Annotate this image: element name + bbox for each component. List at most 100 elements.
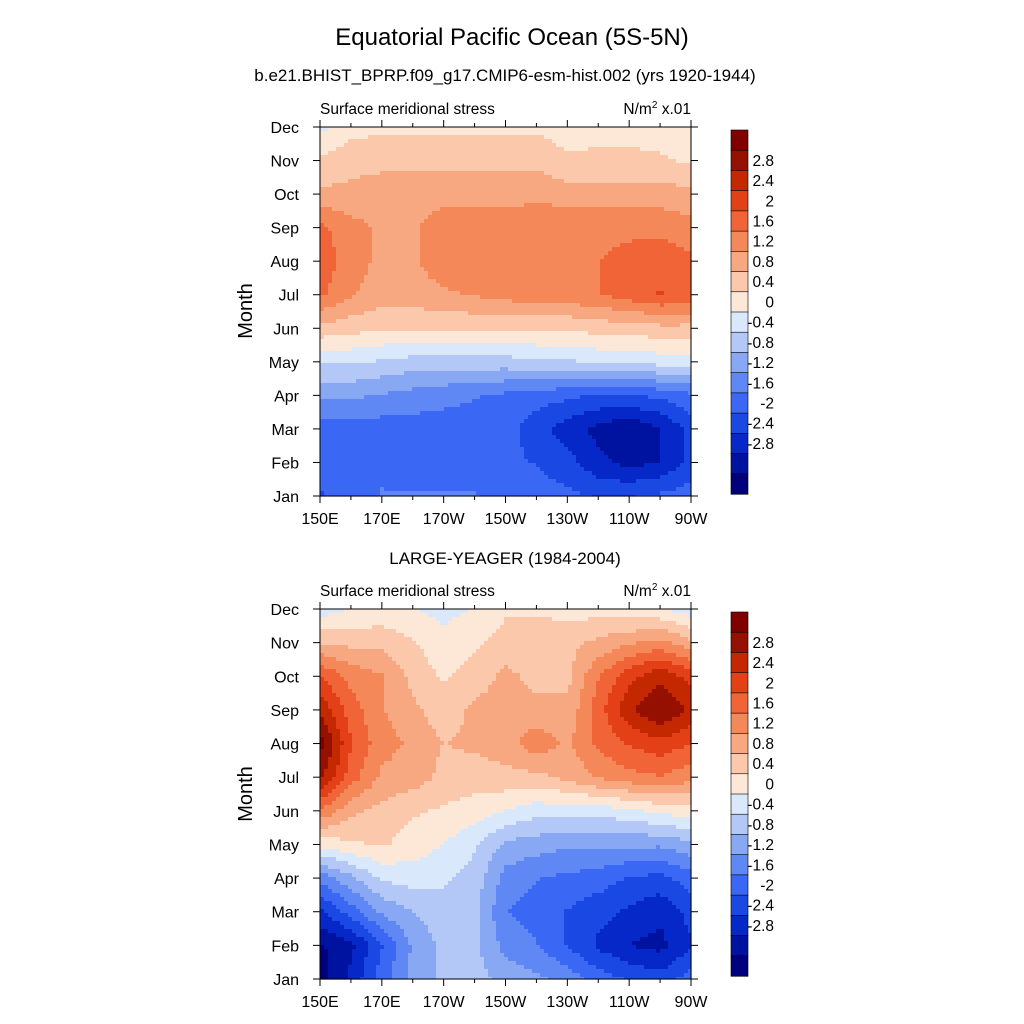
contour-cell	[476, 155, 481, 160]
contour-cell	[508, 339, 513, 344]
contour-cell	[472, 319, 477, 324]
contour-cell	[468, 311, 473, 316]
contour-cell	[352, 223, 357, 228]
contour-cell	[468, 239, 473, 244]
contour-cell	[524, 199, 529, 204]
contour-cell	[332, 135, 337, 140]
contour-cell	[480, 323, 485, 328]
contour-cell	[608, 231, 613, 236]
contour-cell	[324, 199, 329, 204]
contour-cell	[524, 135, 529, 140]
contour-cell	[668, 327, 673, 332]
contour-cell	[612, 279, 617, 284]
contour-cell	[496, 339, 501, 344]
contour-cell	[636, 183, 641, 188]
contour-cell	[668, 299, 673, 304]
contour-cell	[348, 235, 353, 240]
contour-cell	[636, 239, 641, 244]
contour-cell	[348, 307, 353, 312]
contour-cell	[328, 187, 333, 192]
contour-cell	[504, 267, 509, 272]
contour-cell	[464, 319, 469, 324]
contour-cell	[460, 315, 465, 320]
contour-cell	[644, 175, 649, 180]
contour-cell	[504, 315, 509, 320]
contour-cell	[500, 135, 505, 140]
contour-cell	[544, 207, 549, 212]
contour-cell	[532, 311, 537, 316]
contour-cell	[556, 203, 561, 208]
contour-cell	[572, 159, 577, 164]
contour-cell	[656, 219, 661, 224]
contour-cell	[336, 219, 341, 224]
contour-cell	[540, 283, 545, 288]
contour-cell	[444, 131, 449, 136]
contour-cell	[324, 315, 329, 320]
contour-cell	[668, 251, 673, 256]
contour-cell	[640, 143, 645, 148]
contour-cell	[668, 163, 673, 168]
contour-cell	[324, 183, 329, 188]
contour-cell	[504, 139, 509, 144]
contour-cell	[484, 231, 489, 236]
contour-cell	[356, 179, 361, 184]
contour-cell	[348, 255, 353, 260]
contour-cell	[680, 215, 685, 220]
contour-cell	[588, 271, 593, 276]
contour-cell	[640, 251, 645, 256]
contour-cell	[512, 271, 517, 276]
contour-cell	[536, 199, 541, 204]
contour-cell	[664, 139, 669, 144]
contour-cell	[400, 287, 405, 292]
contour-cell	[328, 179, 333, 184]
contour-cell	[372, 211, 377, 216]
contour-cell	[612, 171, 617, 176]
contour-cell	[660, 287, 665, 292]
contour-cell	[532, 247, 537, 252]
contour-cell	[436, 243, 441, 248]
contour-cell	[420, 239, 425, 244]
contour-cell	[640, 131, 645, 136]
contour-cell	[664, 331, 669, 336]
contour-cell	[460, 275, 465, 280]
contour-cell	[484, 227, 489, 232]
contour-cell	[588, 251, 593, 256]
contour-cell	[328, 251, 333, 256]
contour-cell	[328, 211, 333, 216]
contour-cell	[644, 227, 649, 232]
contour-cell	[412, 171, 417, 176]
contour-cell	[468, 275, 473, 280]
contour-cell	[568, 291, 573, 296]
contour-cell	[600, 167, 605, 172]
contour-cell	[384, 335, 389, 340]
contour-cell	[520, 335, 525, 340]
contour-cell	[460, 303, 465, 308]
contour-cell	[460, 263, 465, 268]
contour-cell	[652, 267, 657, 272]
contour-cell	[624, 143, 629, 148]
contour-cell	[348, 243, 353, 248]
contour-cell	[484, 195, 489, 200]
contour-cell	[460, 215, 465, 220]
contour-cell	[368, 287, 373, 292]
contour-cell	[620, 139, 625, 144]
contour-cell	[340, 207, 345, 212]
contour-cell	[552, 271, 557, 276]
contour-cell	[616, 279, 621, 284]
contour-cell	[420, 139, 425, 144]
contour-cell	[664, 211, 669, 216]
contour-cell	[636, 235, 641, 240]
contour-cell	[492, 207, 497, 212]
contour-cell	[428, 311, 433, 316]
contour-cell	[368, 295, 373, 300]
contour-cell	[684, 215, 689, 220]
contour-cell	[332, 139, 337, 144]
contour-cell	[508, 243, 513, 248]
contour-cell	[504, 279, 509, 284]
contour-cell	[640, 159, 645, 164]
contour-cell	[488, 327, 493, 332]
contour-cell	[436, 227, 441, 232]
contour-cell	[688, 223, 692, 228]
contour-cell	[324, 279, 329, 284]
contour-cell	[384, 263, 389, 268]
